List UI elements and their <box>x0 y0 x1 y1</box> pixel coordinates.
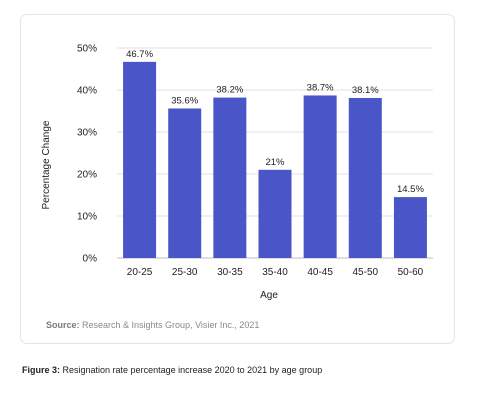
caption-text: Resignation rate percentage increase 202… <box>60 365 323 375</box>
source-label: Source: <box>46 320 80 330</box>
y-tick-label: 40% <box>77 86 97 97</box>
chart-card: 0% 10% 20% 30% 40% 50% 46.7% 35.6% 38.2% 21% 38.7… <box>20 14 455 344</box>
x-tick-label: 45-50 <box>352 267 378 278</box>
bar <box>303 95 337 259</box>
data-label: 21% <box>265 157 285 168</box>
y-tick-label: 0% <box>83 254 98 265</box>
bar <box>123 61 157 258</box>
y-tick-label: 20% <box>77 170 97 181</box>
data-label: 35.6% <box>171 95 198 106</box>
x-tick-label: 30-35 <box>217 267 243 278</box>
y-tick-label: 50% <box>77 44 97 55</box>
y-tick-label: 10% <box>77 212 97 223</box>
data-label: 38.1% <box>352 85 379 96</box>
x-tick-label: 25-30 <box>172 267 198 278</box>
x-tick-label: 20-25 <box>127 267 153 278</box>
x-tick-label: 35-40 <box>262 267 288 278</box>
bar <box>258 169 292 258</box>
x-tick-label: 40-45 <box>307 267 333 278</box>
data-label: 38.2% <box>216 85 243 96</box>
bar <box>168 108 202 258</box>
bars <box>123 61 427 259</box>
figure-caption: Figure 3: Resignation rate percentage in… <box>22 365 322 375</box>
source-note: Source: Research & Insights Group, Visie… <box>46 320 259 330</box>
y-tick-label: 30% <box>77 128 97 139</box>
x-axis-ticks: 20-25 25-30 30-35 35-40 40-45 45-50 50-60 <box>127 267 424 278</box>
bar <box>393 197 427 258</box>
bar <box>348 97 382 258</box>
figure-label: Figure 3: <box>22 365 61 375</box>
data-label: 14.5% <box>397 184 424 195</box>
bar <box>213 97 247 258</box>
x-axis-title: Age <box>260 290 278 301</box>
y-axis-ticks: 0% 10% 20% 30% 40% 50% <box>77 44 97 265</box>
data-labels: 46.7% 35.6% 38.2% 21% 38.7% 38.1% 14.5% <box>126 49 424 195</box>
y-axis-title: Percentage Change <box>41 120 52 209</box>
source-text: Research & Insights Group, Visier Inc., … <box>79 320 260 330</box>
x-tick-label: 50-60 <box>398 267 424 278</box>
bar-chart: 0% 10% 20% 30% 40% 50% 46.7% 35.6% 38.2% 21% 38.7… <box>41 44 433 301</box>
data-label: 38.7% <box>307 82 334 93</box>
data-label: 46.7% <box>126 49 153 60</box>
